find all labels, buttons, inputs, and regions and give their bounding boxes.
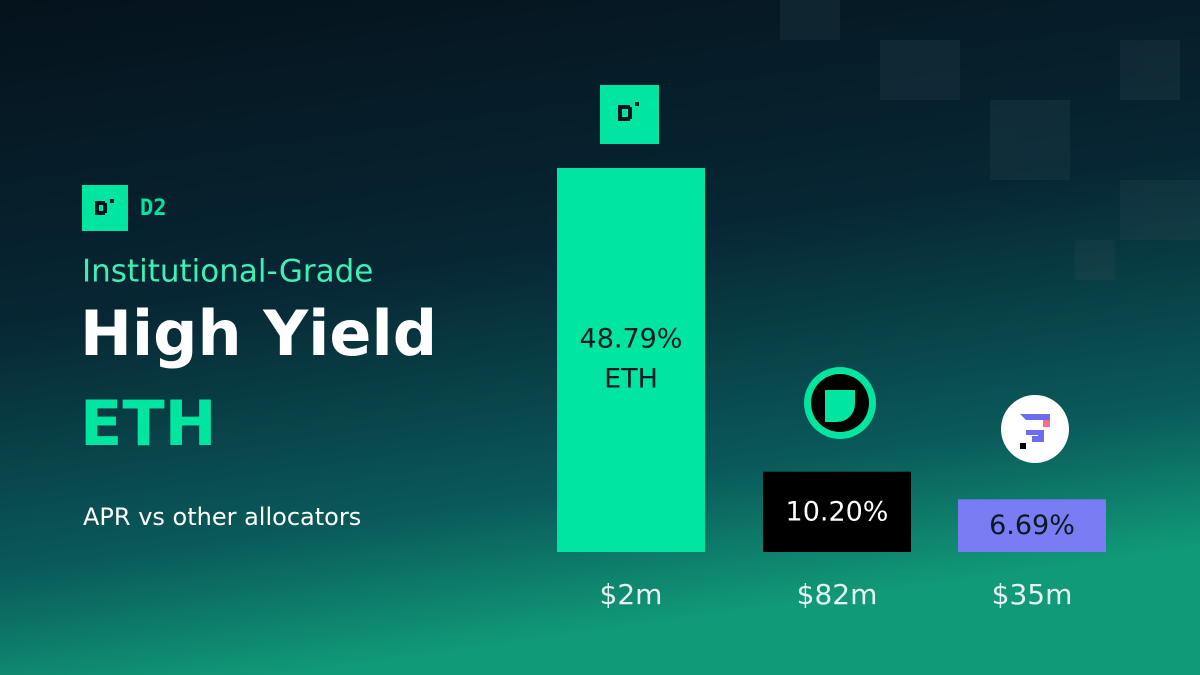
value-label: 6.69% [989,510,1075,541]
caption: APR vs other allocators [83,503,361,531]
allocator-logo-2 [1001,395,1069,463]
category-label: $2m [600,578,663,611]
bar [958,499,1106,552]
decor-squares [780,0,1200,280]
title: High Yield [80,297,437,370]
brand-glyph [95,199,114,215]
allocator-logo-2-dot [1020,443,1026,449]
allocator-logo-2-dot [1043,420,1050,427]
brand-name: D2 [140,196,167,221]
allocator-logo-glyph [825,390,855,422]
value-note: ETH [604,364,658,395]
subtitle: Institutional-Grade [82,254,373,290]
allocator-logo-2-glyph [1020,414,1050,442]
d2-logo-glyph [618,102,639,121]
bar [763,471,911,552]
category-label: $35m [992,578,1073,611]
value-label: 10.20% [786,496,889,527]
bar [557,168,705,552]
value-label: 48.79% [580,324,683,355]
category-label: $82m [797,578,878,611]
title-highlight: ETH [80,387,217,460]
